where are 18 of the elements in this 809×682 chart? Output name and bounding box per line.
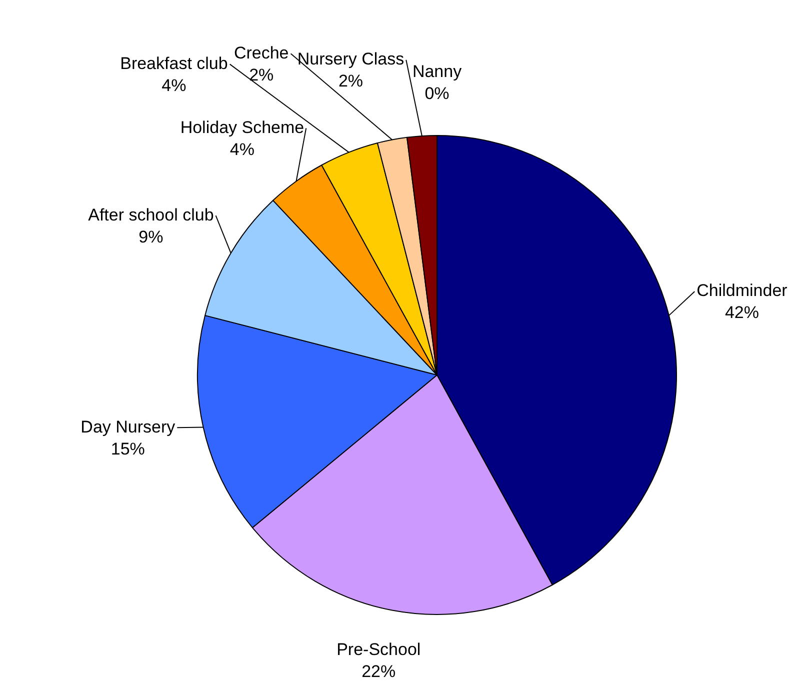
data-label: 42%: [724, 303, 759, 322]
data-label: 2%: [249, 65, 274, 84]
slice-label: Creche: [234, 43, 289, 62]
slice-label: Nursery Class: [297, 50, 404, 69]
slice-label: Day Nursery: [80, 417, 176, 436]
slice-label: Holiday Scheme: [180, 118, 304, 137]
data-label: 4%: [162, 76, 186, 95]
data-label: 2%: [338, 72, 364, 91]
data-label: 9%: [138, 227, 164, 246]
slice-label: Childminder: [696, 281, 788, 300]
text: 0%: [424, 84, 450, 104]
slice-label: Pre-School: [336, 640, 421, 660]
data-label: 4%: [230, 140, 255, 159]
data-label: 22%: [362, 662, 396, 682]
category-label: Nanny: [412, 62, 462, 82]
slice-label: After school club: [88, 205, 214, 224]
slice-label: Breakfast club: [120, 54, 228, 73]
data-label: 15%: [110, 439, 145, 458]
